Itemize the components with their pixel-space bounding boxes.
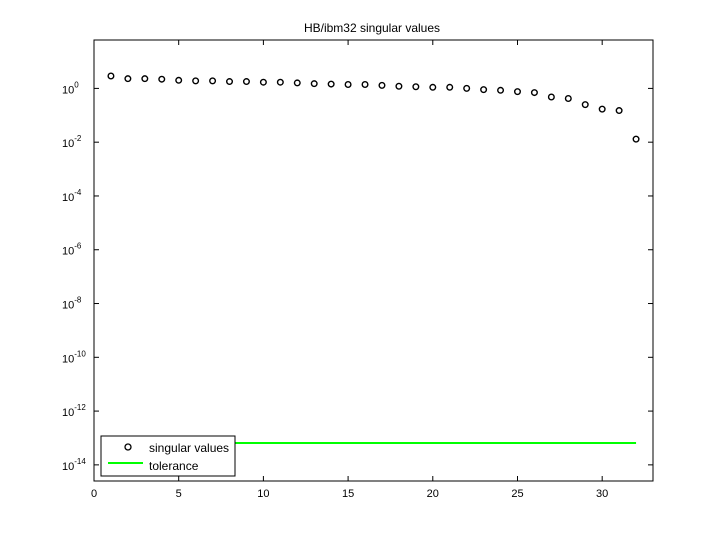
x-tick-label: 5 [176, 488, 182, 500]
axis-ticks: 0 5 10 15 20 25 30 100 10-2 10-4 10-6 10-8 10-10 10-1… [62, 40, 653, 500]
singular-value-point [412, 83, 420, 91]
singular-value-point [310, 80, 318, 88]
singular-value-point [192, 77, 200, 85]
singular-value-point [378, 81, 386, 89]
singular-value-point [209, 77, 217, 85]
singular-value-point [124, 75, 132, 83]
singular-value-point [547, 93, 555, 101]
singular-value-point [361, 80, 369, 88]
singular-values-series [107, 72, 640, 143]
x-tick-label: 15 [342, 488, 354, 500]
x-tick-label: 10 [257, 488, 269, 500]
singular-value-point [293, 79, 301, 87]
x-tick-label: 30 [596, 488, 608, 500]
singular-value-point [564, 95, 572, 103]
y-tick-label: 10-4 [62, 188, 82, 204]
singular-value-point [581, 101, 589, 109]
singular-value-point [327, 80, 335, 88]
singular-value-point [158, 75, 166, 83]
legend: singular values tolerance [100, 435, 236, 477]
singular-value-point [429, 83, 437, 91]
singular-value-point [344, 80, 352, 88]
chart-title: HB/ibm32 singular values [304, 21, 440, 35]
singular-value-point [276, 78, 284, 86]
y-tick-label: 100 [62, 80, 79, 96]
singular-value-point [480, 86, 488, 94]
singular-value-point [463, 84, 471, 92]
singular-value-point [615, 107, 623, 115]
singular-value-point [141, 75, 149, 83]
singular-value-point [598, 105, 606, 113]
y-tick-label: 10-8 [62, 296, 82, 312]
singular-value-point [175, 76, 183, 84]
singular-value-point [226, 78, 234, 86]
legend-box [100, 435, 236, 477]
legend-marker-circle [124, 443, 132, 451]
singular-value-point [242, 78, 250, 86]
y-tick-label: 10-14 [62, 457, 86, 473]
x-tick-label: 0 [91, 488, 97, 500]
singular-value-point [446, 83, 454, 91]
singular-value-point [632, 135, 640, 143]
singular-value-point [513, 88, 521, 96]
singular-value-point [259, 78, 267, 86]
singular-value-point [497, 86, 505, 94]
legend-label-singular-values: singular values [149, 441, 229, 455]
legend-label-tolerance: tolerance [149, 459, 199, 473]
x-tick-label: 20 [427, 488, 439, 500]
y-tick-label: 10-10 [62, 349, 86, 365]
singular-value-point [530, 89, 538, 97]
y-tick-label: 10-2 [62, 134, 82, 150]
y-tick-label: 10-12 [62, 403, 86, 419]
plot-area-frame [93, 39, 654, 482]
y-tick-label: 10-6 [62, 242, 82, 258]
singular-value-point [107, 72, 115, 80]
x-tick-label: 25 [511, 488, 523, 500]
singular-value-point [395, 82, 403, 90]
